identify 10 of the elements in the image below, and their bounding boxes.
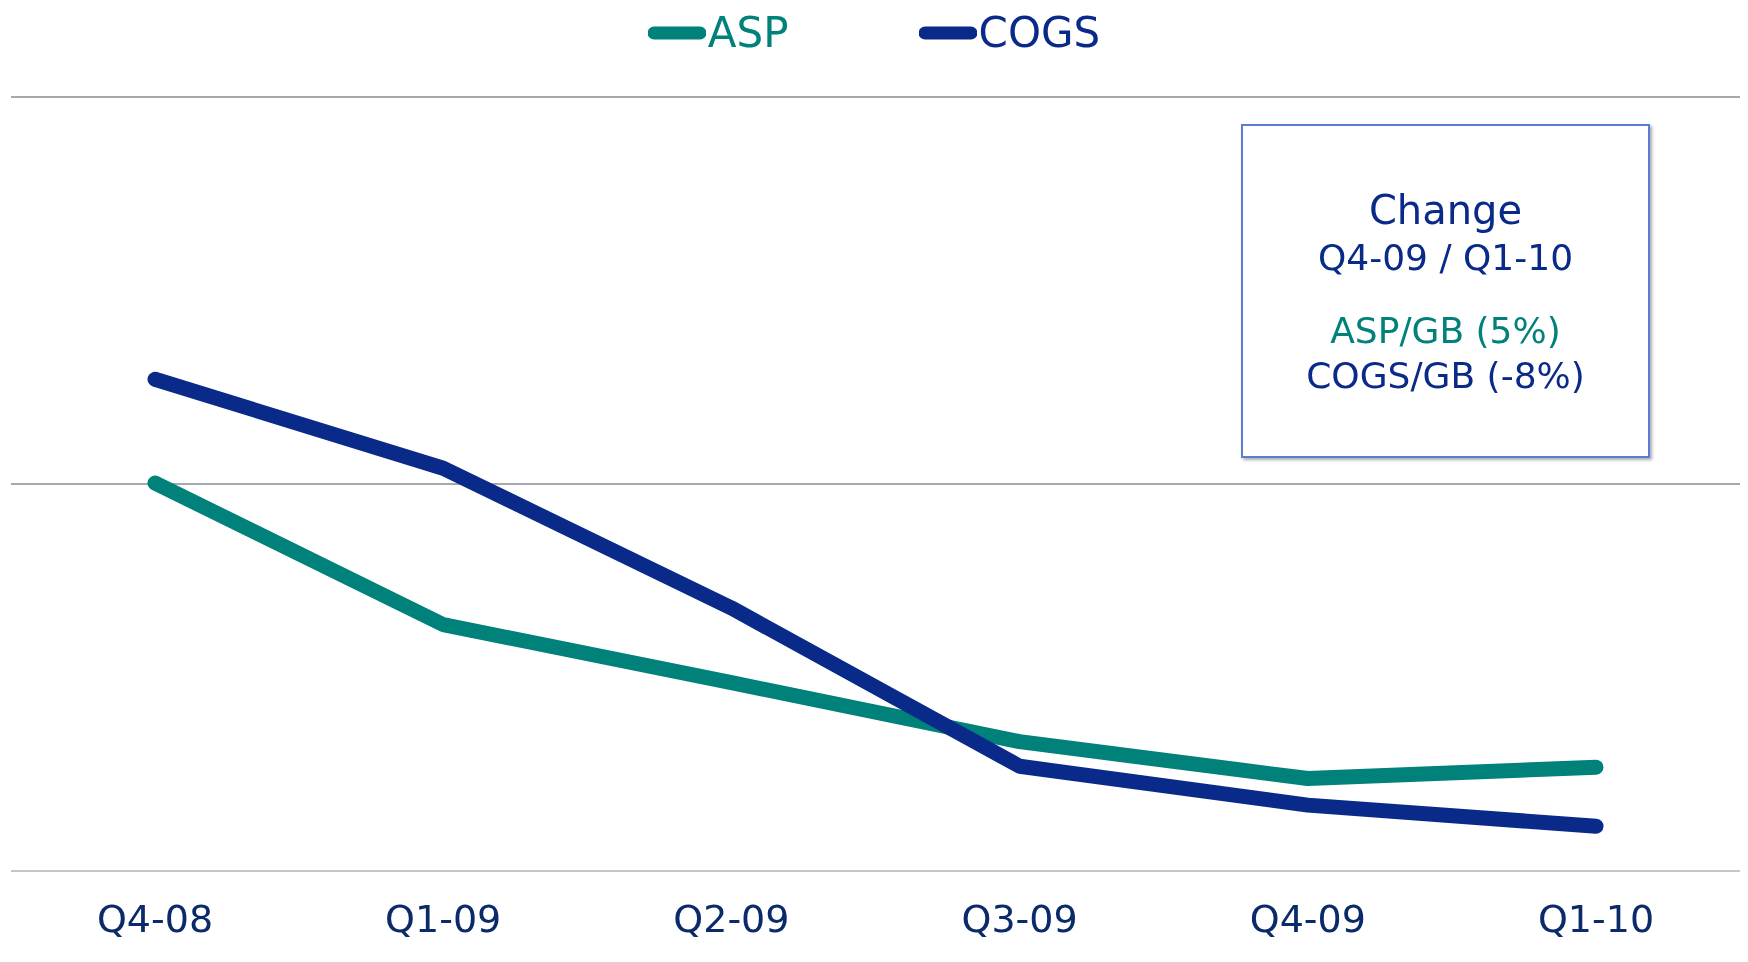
x-tick-label: Q1-10 <box>1537 896 1655 941</box>
legend-label: ASP <box>707 8 789 57</box>
change-box: Change Q4-09 / Q1-10 ASP/GB (5%) COGS/GB (-8%) <box>1241 124 1650 458</box>
x-tick-label: Q1-09 <box>385 896 502 941</box>
x-tick-label: Q4-09 <box>1249 896 1366 941</box>
legend-label: COGS <box>978 8 1101 57</box>
annotation: COGS/GB (-8%) <box>1306 353 1585 398</box>
x-tick-label: Q2-09 <box>673 896 790 941</box>
x-tick-label: Q3-09 <box>961 896 1078 941</box>
x-tick-label: Q4-08 <box>96 896 214 941</box>
